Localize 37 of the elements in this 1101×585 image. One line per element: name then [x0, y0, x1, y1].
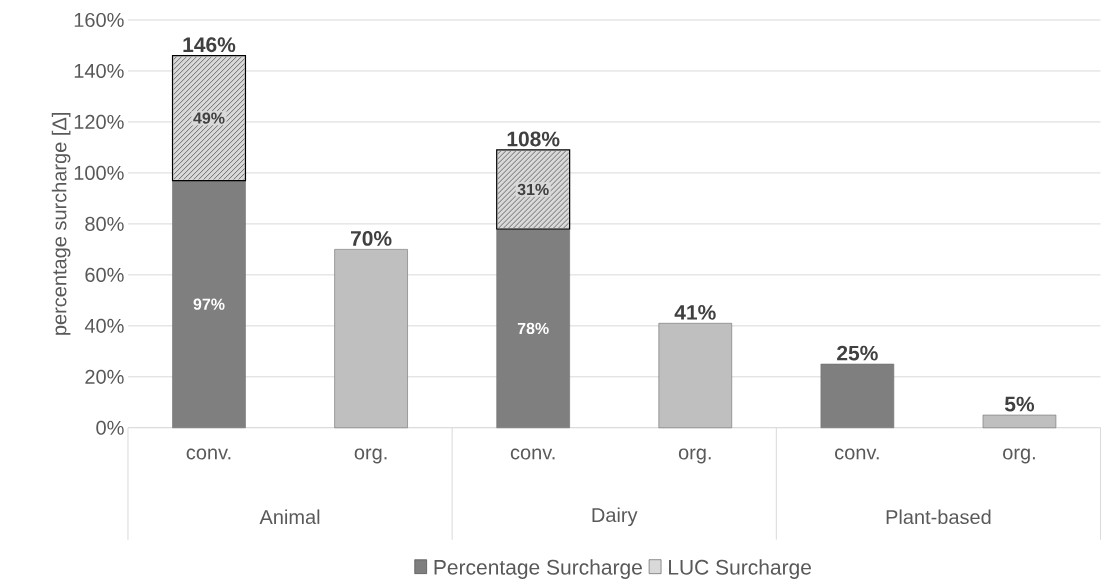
text: Dairy: [592, 507, 638, 527]
text: Plant-based: [886, 509, 991, 525]
y-tick-label: 80%: [85, 216, 124, 232]
bar: [334, 249, 408, 429]
total-label: 41%: [674, 305, 716, 320]
y-tick-label: 60%: [85, 267, 124, 283]
y-tick-label: 40%: [84, 318, 124, 334]
y-tick-label: 20%: [85, 369, 124, 385]
total-label: 108%: [507, 131, 560, 147]
x-tick-label: org.: [678, 448, 711, 464]
data-label: 31%: [517, 183, 549, 196]
data-label: 49%: [193, 112, 225, 124]
x-tick-label: conv.: [186, 448, 231, 460]
bar: [982, 414, 1057, 429]
y-tick-label: 120%: [74, 115, 124, 130]
bar: [658, 323, 733, 429]
legend-label: Percentage Surcharge: [434, 559, 642, 580]
total-label: 25%: [837, 345, 878, 361]
total-label: 70%: [350, 231, 392, 246]
bar: [172, 180, 246, 429]
legend-label: LUC Surcharge: [669, 559, 811, 580]
y-axis-title: percentage surcharge [Δ]: [51, 113, 71, 335]
x-tick-label: org.: [354, 448, 387, 464]
y-tick-label: 100%: [74, 165, 124, 181]
text: Animal: [259, 509, 320, 525]
data-label: 97%: [193, 298, 225, 310]
bar: [496, 228, 570, 429]
y-tick-label: 140%: [74, 64, 124, 79]
total-label: 146%: [183, 37, 236, 53]
bar: [820, 363, 895, 429]
x-tick-label: conv.: [510, 448, 555, 460]
data-label: 78%: [517, 322, 549, 335]
y-tick-label: 160%: [74, 13, 124, 28]
x-tick-label: org.: [1003, 448, 1035, 464]
total-label: 5%: [1004, 396, 1035, 412]
y-tick-label: 0%: [96, 420, 124, 435]
x-tick-label: conv.: [835, 448, 879, 460]
